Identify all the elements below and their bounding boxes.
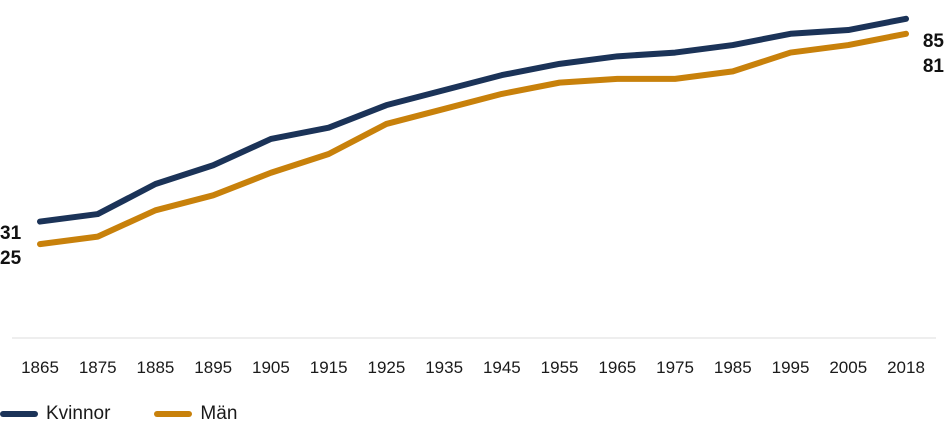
x-tick-label-1995: 1995 [772, 358, 810, 377]
x-tick-label-1965: 1965 [598, 358, 636, 377]
start-value-label-kvinnor: 31 [0, 223, 22, 244]
x-tick-label-1895: 1895 [194, 358, 232, 377]
legend-item-man: Män [154, 403, 237, 425]
x-tick-label-1905: 1905 [252, 358, 290, 377]
series-line-kvinnor [37, 15, 909, 225]
end-label-layer: 31 85 25 81 [0, 31, 944, 269]
x-tick-label-2018: 2018 [887, 358, 925, 377]
x-tick-label-1875: 1875 [79, 358, 117, 377]
end-value-label-man: 81 [923, 56, 945, 77]
x-tick-label-2005: 2005 [829, 358, 867, 377]
legend-swatch-kvinnor [0, 411, 38, 417]
x-tick-label-1955: 1955 [541, 358, 579, 377]
x-tick-label-1925: 1925 [367, 358, 405, 377]
start-value-label-man: 25 [0, 248, 22, 269]
legend: Kvinnor Män [0, 400, 281, 428]
x-tick-label-1985: 1985 [714, 358, 752, 377]
x-tick-label-1885: 1885 [137, 358, 175, 377]
legend-item-kvinnor: Kvinnor [0, 403, 110, 425]
series-layer [37, 15, 909, 248]
x-tick-label-1935: 1935 [425, 358, 463, 377]
x-tick-label-1975: 1975 [656, 358, 694, 377]
x-axis: 1865 1875 1885 1895 1905 1915 1925 1935 1945 1955… [12, 337, 936, 377]
legend-swatch-man [154, 411, 193, 417]
end-value-label-kvinnor: 85 [923, 31, 945, 52]
legend-label-man: Män [200, 403, 238, 424]
legend-label-kvinnor: Kvinnor [46, 403, 111, 424]
x-tick-label-1915: 1915 [310, 358, 348, 377]
x-tick-label-1865: 1865 [21, 358, 59, 377]
x-tick-label-1945: 1945 [483, 358, 521, 377]
series-line-man [37, 30, 909, 248]
